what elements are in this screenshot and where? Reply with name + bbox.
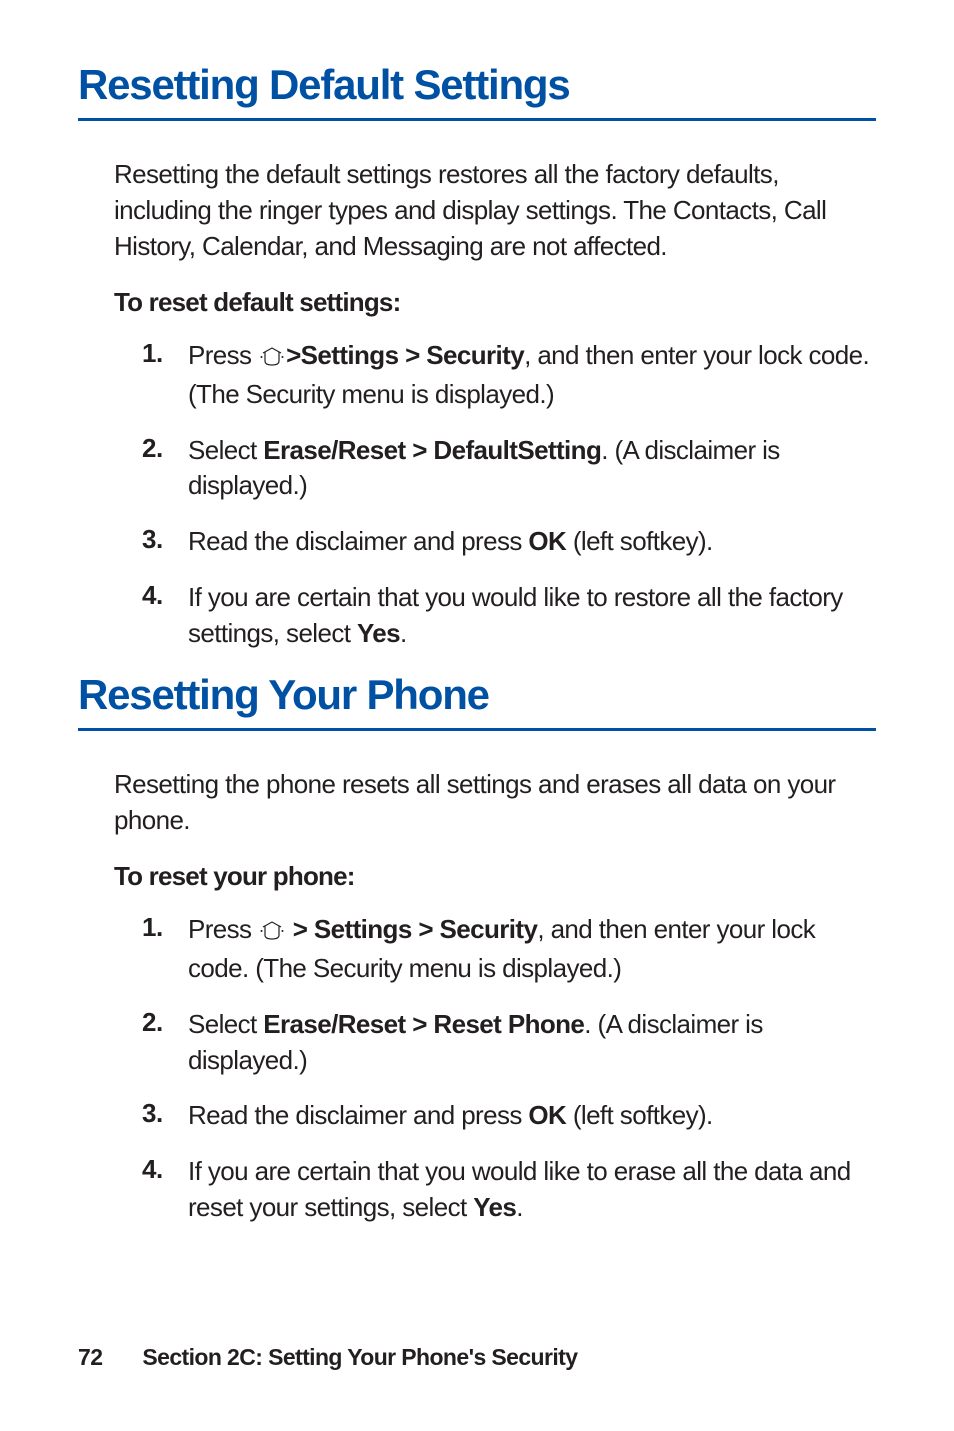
step-number: 1. (142, 912, 188, 943)
step-bold: > Settings > Security (293, 914, 538, 944)
step-bold: Yes (357, 618, 400, 648)
step-bold: OK (528, 1100, 566, 1130)
home-key-icon (260, 341, 284, 377)
step-bold: >Settings > Security (286, 340, 524, 370)
step-text: If you are certain that you would like t… (188, 580, 876, 652)
section1-subhead: To reset default settings: (114, 287, 876, 318)
step-post: (left softkey). (566, 526, 712, 556)
step-text: Press >Settings > Security, and then ent… (188, 338, 876, 413)
section2-steps: 1. Press > Settings > Security, and then… (114, 912, 876, 1226)
section2-subhead: To reset your phone: (114, 861, 876, 892)
home-key-icon (260, 915, 284, 951)
list-item: 4. If you are certain that you would lik… (142, 1154, 876, 1226)
step-text: Select Erase/Reset > DefaultSetting. (A … (188, 433, 876, 505)
section2-body: Resetting the phone resets all settings … (78, 767, 876, 1226)
step-text: If you are certain that you would like t… (188, 1154, 876, 1226)
step-bold: Erase/Reset > Reset Phone (263, 1009, 584, 1039)
step-pre: Read the disclaimer and press (188, 1100, 528, 1130)
step-text: Press > Settings > Security, and then en… (188, 912, 876, 987)
section2-intro: Resetting the phone resets all settings … (114, 767, 876, 839)
step-pre: Press (188, 914, 258, 944)
step-post: (left softkey). (566, 1100, 712, 1130)
section1-steps: 1. Press >Settings > Security, and then … (114, 338, 876, 652)
step-number: 1. (142, 338, 188, 369)
step-number: 4. (142, 580, 188, 611)
step-bold: OK (528, 526, 566, 556)
step-pre: If you are certain that you would like t… (188, 582, 843, 648)
step-bold: Erase/Reset > DefaultSetting (263, 435, 601, 465)
list-item: 2. Select Erase/Reset > DefaultSetting. … (142, 433, 876, 505)
list-item: 1. Press > Settings > Security, and then… (142, 912, 876, 987)
step-number: 2. (142, 1007, 188, 1038)
list-item: 4. If you are certain that you would lik… (142, 580, 876, 652)
step-text: Read the disclaimer and press OK (left s… (188, 524, 713, 560)
page-number: 72 (78, 1344, 102, 1370)
list-item: 2. Select Erase/Reset > Reset Phone. (A … (142, 1007, 876, 1079)
heading-reset-phone: Resetting Your Phone (78, 672, 876, 731)
heading-reset-defaults: Resetting Default Settings (78, 62, 876, 121)
section1-intro: Resetting the default settings restores … (114, 157, 876, 265)
step-text: Read the disclaimer and press OK (left s… (188, 1098, 713, 1134)
step-bold: Yes (473, 1192, 516, 1222)
list-item: 1. Press >Settings > Security, and then … (142, 338, 876, 413)
step-post: . (400, 618, 407, 648)
section1-body: Resetting the default settings restores … (78, 157, 876, 652)
list-item: 3. Read the disclaimer and press OK (lef… (142, 524, 876, 560)
footer-section-label: Section 2C: Setting Your Phone's Securit… (142, 1344, 577, 1370)
step-number: 3. (142, 1098, 188, 1129)
step-text: Select Erase/Reset > Reset Phone. (A dis… (188, 1007, 876, 1079)
page-footer: 72 Section 2C: Setting Your Phone's Secur… (78, 1344, 577, 1371)
step-number: 2. (142, 433, 188, 464)
list-item: 3. Read the disclaimer and press OK (lef… (142, 1098, 876, 1134)
step-pre: Press (188, 340, 258, 370)
step-number: 4. (142, 1154, 188, 1185)
step-number: 3. (142, 524, 188, 555)
step-post: . (516, 1192, 523, 1222)
step-pre: Read the disclaimer and press (188, 526, 528, 556)
step-pre: Select (188, 435, 263, 465)
step-pre: Select (188, 1009, 263, 1039)
